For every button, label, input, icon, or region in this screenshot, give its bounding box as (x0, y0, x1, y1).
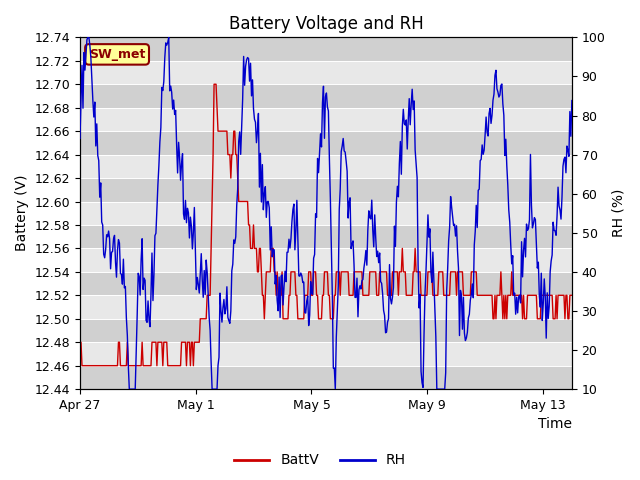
Bar (80, 366, 572, 389)
Y-axis label: RH (%): RH (%) (611, 189, 625, 238)
Y-axis label: Battery (V): Battery (V) (15, 175, 29, 252)
Bar (80, 225, 572, 249)
X-axis label: Time: Time (538, 418, 572, 432)
Bar (80, 84, 572, 108)
Text: SW_met: SW_met (89, 48, 145, 61)
Legend: BattV, RH: BattV, RH (229, 448, 411, 473)
Bar (80, 272, 572, 295)
Bar (80, 319, 572, 342)
Bar (80, 37, 572, 61)
Bar (80, 131, 572, 155)
Title: Battery Voltage and RH: Battery Voltage and RH (228, 15, 423, 33)
Bar (80, 178, 572, 202)
